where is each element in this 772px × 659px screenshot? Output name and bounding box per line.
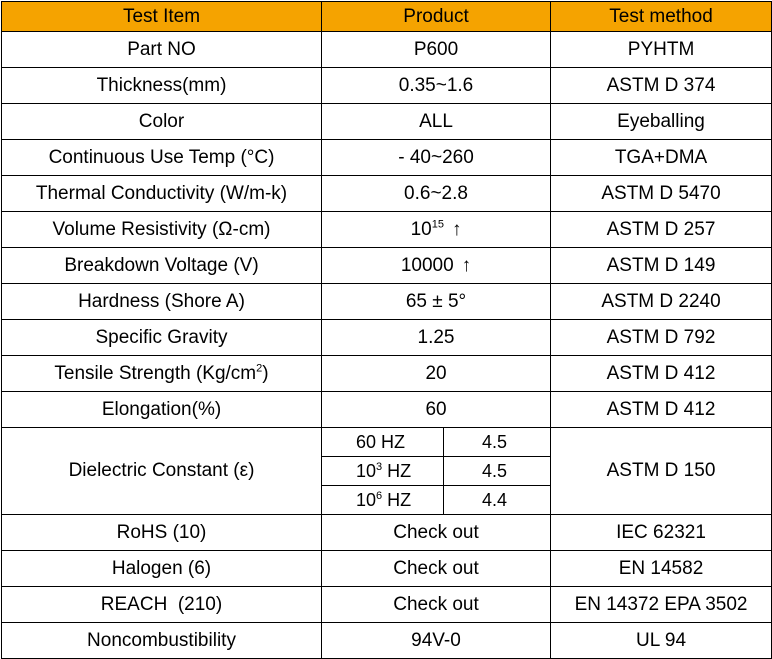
row-item: Noncombustibility [1, 622, 322, 659]
row-product: ALL [320, 103, 552, 140]
row-item: Color [1, 103, 322, 140]
row-method: Eyeballing [550, 103, 772, 140]
table-row: Noncombustibility 94V-0 UL 94 [1, 622, 772, 659]
row-method: TGA+DMA [550, 139, 772, 176]
row-item: Tensile Strength (Kg/cm2) [1, 355, 322, 392]
table-row: Part NO P600 PYHTM [1, 31, 772, 68]
table-row: Tensile Strength (Kg/cm2) 20 ASTM D 412 [1, 355, 772, 392]
product-base: 10 [410, 218, 432, 240]
table-row: RoHS (10) Check out IEC 62321 [1, 514, 772, 551]
row-method: ASTM D 5470 [550, 175, 772, 212]
dielectric-value: 4.5 [442, 456, 552, 486]
row-item: Part NO [1, 31, 322, 68]
row-product: 0.35~1.6 [320, 67, 552, 104]
freq-base: 10 [356, 489, 377, 510]
table-row: REACH (210) Check out EN 14372 EPA 3502 [1, 586, 772, 623]
row-item: Thickness(mm) [1, 67, 322, 104]
up-arrow-icon: ↑ [451, 218, 462, 240]
header-row: Test Item Product Test method [1, 1, 772, 32]
row-product: 1.25 [320, 319, 552, 356]
row-product: 10000 ↑ [320, 247, 552, 284]
row-method: ASTM D 412 [550, 391, 772, 428]
item-superscript: 2 [256, 362, 263, 375]
freq-unit: HZ [382, 460, 412, 481]
table-row: Volume Resistivity (Ω-cm) 1015 ↑ ASTM D 2… [1, 211, 772, 248]
row-product: 94V-0 [320, 622, 552, 659]
header-product: Product [320, 1, 552, 32]
item-suffix: ) [262, 362, 269, 384]
row-method: EN 14582 [550, 550, 772, 587]
row-product: 60 [320, 391, 552, 428]
dielectric-freq: 106 HZ [321, 485, 444, 515]
freq-exponent: 6 [376, 489, 383, 502]
row-item: Hardness (Shore A) [1, 283, 322, 320]
row-method: ASTM D 149 [550, 247, 772, 284]
dielectric-method: ASTM D 150 [550, 427, 772, 515]
dielectric-freq: 60 HZ [321, 427, 444, 457]
row-product: Check out [320, 586, 552, 623]
table-row: Thickness(mm) 0.35~1.6 ASTM D 374 [1, 67, 772, 104]
dielectric-item: Dielectric Constant (ε) [1, 427, 322, 515]
row-item: Halogen (6) [1, 550, 322, 587]
table-row: Elongation(%) 60 ASTM D 412 [1, 391, 772, 428]
table-row: Thermal Conductivity (W/m-k) 0.6~2.8 AST… [1, 175, 772, 212]
row-item: Thermal Conductivity (W/m-k) [1, 175, 322, 212]
row-method: ASTM D 374 [550, 67, 772, 104]
row-method: IEC 62321 [550, 514, 772, 551]
dielectric-value: 4.5 [442, 427, 552, 457]
row-method: PYHTM [550, 31, 772, 68]
row-item: Continuous Use Temp (°C) [1, 139, 322, 176]
dielectric-value: 4.4 [442, 485, 552, 515]
row-item: RoHS (10) [1, 514, 322, 551]
up-arrow-icon: ↑ [461, 254, 472, 276]
row-method: ASTM D 2240 [550, 283, 772, 320]
item-prefix: Tensile Strength (Kg/cm [54, 362, 257, 384]
row-product: Check out [320, 514, 552, 551]
dielectric-row: 103 HZ 4.5 [2, 456, 772, 486]
dielectric-row: 106 HZ 4.4 [2, 485, 772, 515]
row-item: REACH (210) [1, 586, 322, 623]
row-product: Check out [320, 550, 552, 587]
row-product: 20 [320, 355, 552, 392]
product-value: 10000 [400, 254, 454, 276]
header-test-method: Test method [550, 1, 772, 32]
product-exponent: 15 [431, 218, 444, 231]
row-method: ASTM D 412 [550, 355, 772, 392]
row-product: 0.6~2.8 [320, 175, 552, 212]
row-product: P600 [320, 31, 552, 68]
row-method: UL 94 [550, 622, 772, 659]
header-test-item: Test Item [1, 1, 322, 32]
row-product: 65 ± 5° [320, 283, 552, 320]
freq-unit: HZ [382, 489, 412, 510]
table-row: Halogen (6) Check out EN 14582 [1, 550, 772, 587]
table-row: Color ALL Eyeballing [1, 103, 772, 140]
row-method: ASTM D 257 [550, 211, 772, 248]
row-method: ASTM D 792 [550, 319, 772, 356]
freq-exponent: 3 [376, 460, 383, 473]
row-product: 1015 ↑ [320, 211, 552, 248]
table-row: Breakdown Voltage (V) 10000 ↑ ASTM D 149 [1, 247, 772, 284]
row-product: - 40~260 [320, 139, 552, 176]
row-item: Elongation(%) [1, 391, 322, 428]
row-item: Breakdown Voltage (V) [1, 247, 322, 284]
table-row: Hardness (Shore A) 65 ± 5° ASTM D 2240 [1, 283, 772, 320]
dielectric-freq: 103 HZ [321, 456, 444, 486]
table-row: Continuous Use Temp (°C) - 40~260 TGA+DM… [1, 139, 772, 176]
dielectric-row: Dielectric Constant (ε) 60 HZ 4.5 ASTM D… [1, 427, 772, 515]
freq-base: 10 [356, 460, 377, 481]
row-method: EN 14372 EPA 3502 [550, 586, 772, 623]
row-item: Volume Resistivity (Ω-cm) [1, 211, 322, 248]
row-item: Specific Gravity [1, 319, 322, 356]
table-row: Specific Gravity 1.25 ASTM D 792 [1, 319, 772, 356]
